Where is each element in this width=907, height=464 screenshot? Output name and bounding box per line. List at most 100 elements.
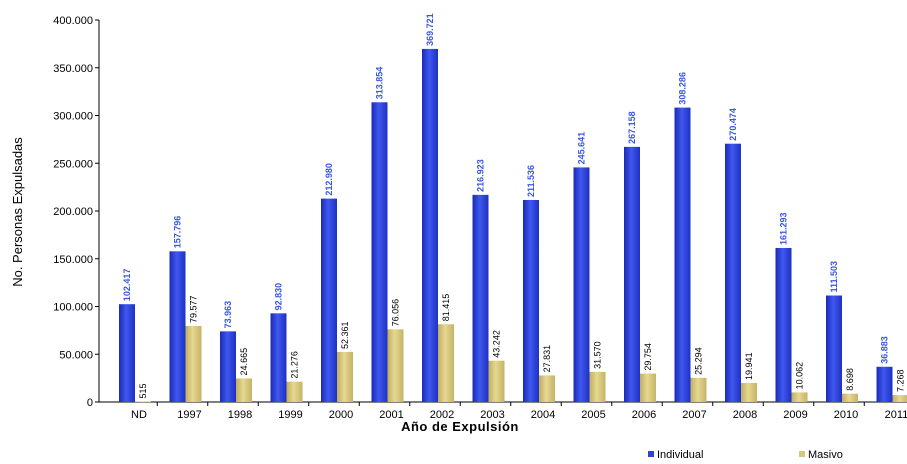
y-tick-label: 350.000 — [53, 63, 93, 75]
data-label-masivo: 7.268 — [896, 370, 906, 393]
legend-swatch-masivo — [799, 451, 805, 457]
data-label-individual: 92.830 — [274, 283, 284, 311]
bar-masivo — [337, 351, 353, 402]
bar-individual — [220, 331, 236, 402]
bar-masivo — [135, 401, 151, 403]
x-tick-label: 2011 — [885, 409, 907, 421]
x-tick-label: 2005 — [581, 409, 605, 421]
bar-masivo — [236, 378, 252, 402]
legend-swatch-individual — [648, 451, 654, 457]
data-label-individual: 73.963 — [223, 301, 233, 329]
data-label-individual: 211.536 — [526, 165, 536, 197]
bar-individual — [523, 199, 539, 402]
x-tick-label: 2007 — [682, 409, 706, 421]
bar-individual — [624, 146, 640, 402]
y-tick-label: 300.000 — [53, 111, 93, 123]
data-label-individual: 245.641 — [577, 132, 587, 165]
data-label-individual: 216.923 — [476, 159, 486, 192]
x-tick-label: 1999 — [278, 409, 302, 421]
bar-masivo — [438, 324, 454, 402]
data-label-masivo: 25.294 — [694, 347, 704, 375]
x-axis-title: Año de Expulsión — [401, 419, 519, 434]
legend-label-masivo: Masivo — [808, 449, 843, 461]
y-tick-label: 0 — [87, 397, 93, 409]
bar-individual — [775, 247, 792, 402]
y-tick-label: 100.000 — [53, 302, 93, 314]
x-tick-label: 2004 — [531, 409, 555, 421]
x-tick-label: 1998 — [228, 409, 252, 421]
data-label-masivo: 21.276 — [290, 351, 300, 379]
y-tick-label: 400.000 — [53, 15, 93, 27]
bar-individual — [270, 313, 287, 402]
data-label-individual: 36.883 — [880, 336, 890, 364]
chart-bars — [119, 48, 907, 403]
bar-masivo — [640, 373, 656, 402]
data-label-masivo: 24.665 — [239, 348, 249, 376]
x-tick-label: ND — [131, 409, 147, 421]
x-tick-label: 2000 — [329, 409, 353, 421]
x-tick-label: 2001 — [379, 409, 403, 421]
data-label-individual: 157.796 — [173, 216, 183, 249]
data-label-individual: 308.286 — [678, 72, 688, 105]
data-label-individual: 267.158 — [627, 111, 637, 144]
data-label-masivo: 27.831 — [542, 345, 552, 373]
bar-individual — [472, 194, 489, 402]
bar-individual — [674, 107, 691, 403]
x-tick-label: 2003 — [480, 409, 504, 421]
bar-masivo — [589, 371, 606, 402]
y-axis-title: No. Personas Expulsadas — [10, 137, 25, 287]
bar-individual — [119, 304, 135, 402]
chart-axes: 0 50.000 100.000 150.000 200.000 250.000 300.0… — [53, 15, 907, 421]
bar-individual — [573, 167, 590, 402]
bar-masivo — [842, 393, 858, 402]
bar-individual — [321, 198, 337, 402]
bar-individual — [371, 102, 388, 402]
data-label-masivo: 31.570 — [593, 341, 603, 369]
data-label-masivo: 81.415 — [441, 294, 451, 322]
x-tick-label: 2008 — [733, 409, 757, 421]
bar-masivo — [488, 360, 505, 402]
data-label-masivo: 10.062 — [795, 362, 805, 390]
data-label-masivo: 79.577 — [189, 295, 199, 323]
x-tick-label: 2009 — [783, 409, 807, 421]
bar-individual — [169, 251, 186, 402]
data-label-masivo: 52.361 — [340, 321, 350, 349]
legend: Individual Masivo — [648, 449, 843, 461]
bar-masivo — [185, 326, 202, 402]
y-tick-label: 250.000 — [53, 158, 93, 170]
data-label-masivo: 76.056 — [391, 299, 401, 327]
bar-individual — [826, 295, 842, 402]
data-label-individual: 161.293 — [779, 212, 789, 245]
x-tick-label: 2006 — [632, 409, 656, 421]
data-label-individual: 270.474 — [728, 108, 738, 141]
y-tick-label: 50.000 — [59, 349, 93, 361]
data-label-masivo: 8.698 — [845, 368, 855, 391]
bar-masivo — [286, 381, 303, 402]
bar-individual — [422, 48, 438, 403]
bar-masivo — [892, 395, 907, 402]
chart-data-labels: 102.417 515 157.796 79.577 73.963 24.665 92.83… — [122, 13, 906, 398]
bar-individual — [725, 143, 741, 402]
x-tick-label: 1997 — [177, 409, 201, 421]
data-label-individual: 369.721 — [425, 13, 435, 46]
x-tick-label: 2002 — [430, 409, 454, 421]
bar-masivo — [387, 329, 404, 402]
data-label-individual: 212.980 — [324, 163, 334, 196]
data-label-masivo: 515 — [138, 383, 148, 398]
bar-masivo — [741, 382, 757, 402]
bar-masivo — [690, 377, 707, 402]
data-label-individual: 111.503 — [829, 261, 839, 293]
data-label-masivo: 19.941 — [744, 352, 754, 380]
data-label-masivo: 43.242 — [492, 330, 502, 358]
bar-masivo — [539, 375, 555, 402]
bar-masivo — [791, 392, 808, 402]
bar-individual — [876, 366, 893, 402]
y-tick-label: 150.000 — [53, 254, 93, 266]
y-tick-label: 200.000 — [53, 206, 93, 218]
legend-label-individual: Individual — [657, 449, 703, 461]
data-label-individual: 102.417 — [122, 269, 132, 302]
data-label-individual: 313.854 — [375, 67, 385, 100]
x-tick-label: 2010 — [834, 409, 858, 421]
data-label-masivo: 29.754 — [643, 343, 653, 371]
